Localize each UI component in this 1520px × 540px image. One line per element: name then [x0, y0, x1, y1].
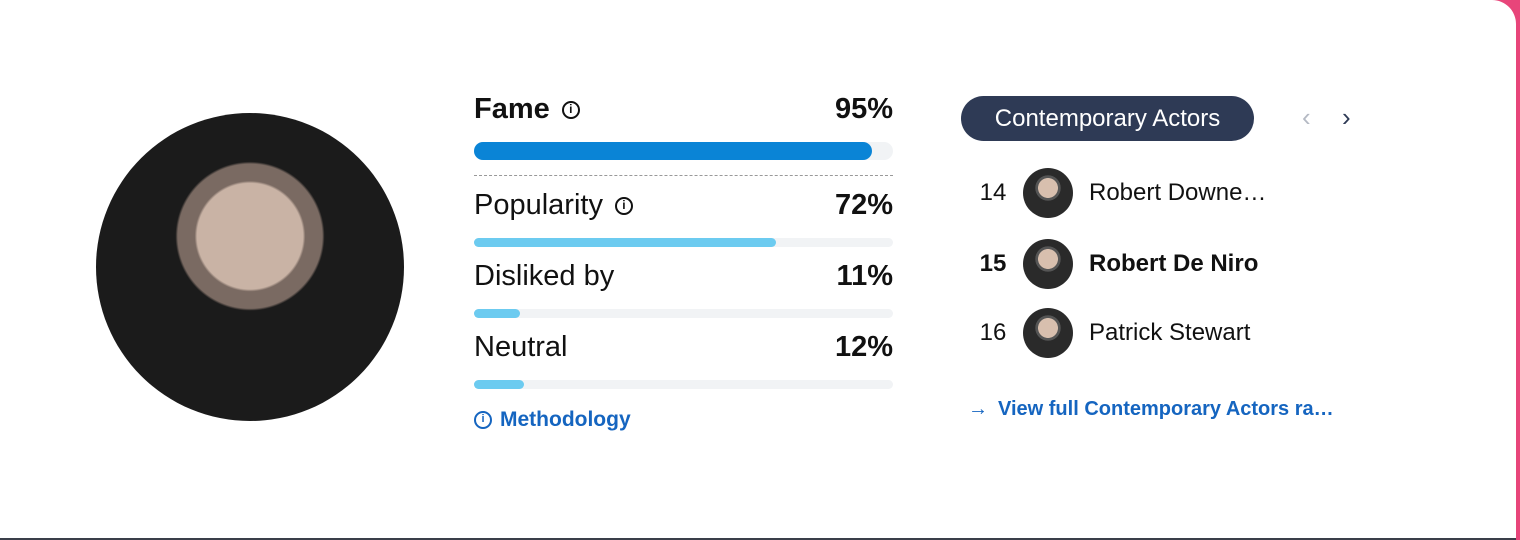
bar-track — [474, 380, 893, 389]
metric-label: Disliked by — [474, 259, 614, 293]
methodology-link[interactable]: i Methodology — [474, 408, 631, 432]
rank-number: 14 — [979, 179, 1007, 206]
metric-value: 11% — [836, 260, 893, 292]
rank-number: 16 — [979, 319, 1007, 346]
divider — [474, 175, 893, 176]
metric-label: Neutral — [474, 330, 568, 364]
profile-photo — [96, 113, 404, 421]
metric-name: Neutral — [474, 331, 568, 363]
methodology-text: Methodology — [500, 408, 631, 431]
next-button[interactable]: › — [1342, 102, 1351, 132]
avatar[interactable] — [1023, 308, 1073, 358]
full-ranking-link[interactable]: → View full Contemporary Actors ra… — [968, 398, 1334, 421]
prev-button[interactable]: ‹ — [1302, 102, 1311, 132]
actor-name[interactable]: Robert De Niro — [1089, 250, 1259, 277]
rank-number: 15 — [979, 250, 1007, 277]
metric-name: Fame — [474, 93, 550, 125]
actor-name[interactable]: Patrick Stewart — [1089, 319, 1251, 346]
info-icon[interactable]: i — [614, 197, 633, 216]
category-pill[interactable]: Contemporary Actors — [961, 96, 1254, 141]
metric-name: Popularity — [474, 189, 603, 221]
metric-value: 72% — [834, 189, 893, 221]
avatar[interactable] — [1023, 168, 1073, 218]
info-icon[interactable]: i — [561, 101, 580, 120]
arrow-icon: → — [968, 398, 988, 420]
bar — [474, 238, 776, 247]
bar — [474, 309, 521, 318]
metric-value: 95% — [834, 93, 893, 125]
link-text: View full Contemporary Actors ra… — [998, 398, 1334, 420]
metric-label: Popularity i — [474, 188, 633, 222]
bar-track — [474, 309, 893, 318]
actor-name[interactable]: Robert Downe… — [1089, 179, 1267, 206]
bar — [474, 142, 873, 160]
avatar[interactable] — [1023, 239, 1073, 289]
bar — [474, 380, 525, 389]
metric-value: 12% — [834, 331, 893, 363]
metric-name: Disliked by — [474, 260, 615, 292]
metric-label: Fame i — [474, 92, 580, 126]
